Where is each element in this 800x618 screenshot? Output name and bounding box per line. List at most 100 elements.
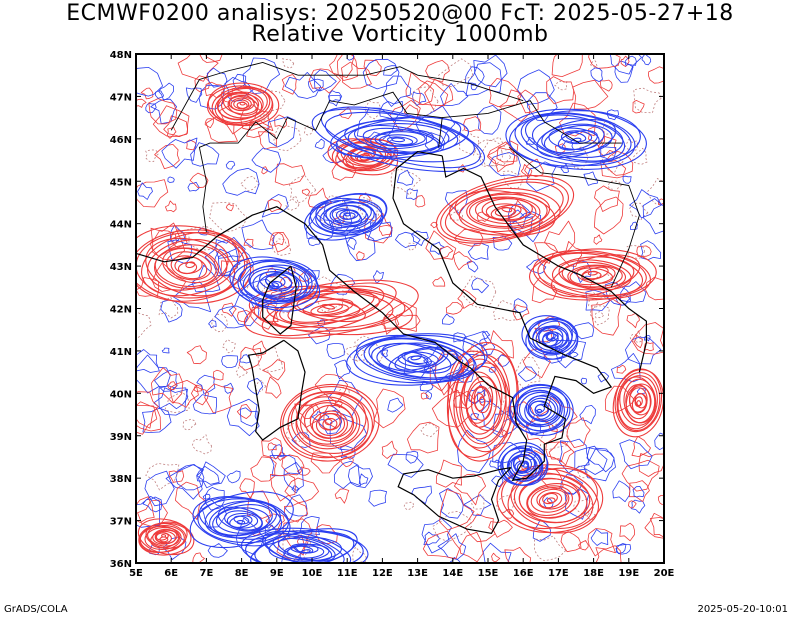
contour-line xyxy=(197,498,290,544)
footer-timestamp: 2025-05-20-10:01 xyxy=(697,604,788,615)
contour-line xyxy=(137,518,195,556)
contour-line xyxy=(543,252,644,296)
contour-line xyxy=(594,311,605,319)
contour-line xyxy=(245,530,364,563)
contour-line xyxy=(595,545,622,563)
contour-line xyxy=(542,331,564,348)
contour-line xyxy=(513,298,528,313)
contour-line xyxy=(313,69,337,92)
contour-line xyxy=(423,345,464,384)
contour-line xyxy=(168,470,185,483)
contour-line xyxy=(273,125,302,152)
contour-line xyxy=(512,304,530,321)
contour-line xyxy=(459,127,480,156)
contour-line xyxy=(249,268,303,300)
contour-line xyxy=(629,385,652,416)
contour-line xyxy=(299,516,320,535)
coastline xyxy=(136,231,225,263)
contour-line xyxy=(241,219,275,250)
contour-line xyxy=(136,401,161,432)
contour-line xyxy=(186,139,197,151)
contour-line xyxy=(589,60,598,68)
contour-line xyxy=(600,79,613,92)
contour-line xyxy=(341,61,372,89)
negative-vorticity-area xyxy=(505,108,647,170)
contour-line xyxy=(604,385,636,414)
contour-line xyxy=(394,314,421,330)
contour-line xyxy=(208,319,217,329)
x-tick-label: 14E xyxy=(442,568,463,579)
contour-line xyxy=(170,255,208,280)
contour-line xyxy=(174,256,203,274)
y-tick-label: 42N xyxy=(110,305,132,316)
contour-line xyxy=(534,535,567,562)
contour-line xyxy=(423,531,440,545)
contour-line xyxy=(278,537,333,561)
contour-line xyxy=(167,381,177,391)
contour-line xyxy=(189,491,294,549)
contour-line xyxy=(381,440,398,459)
contour-line xyxy=(371,342,463,379)
contour-line xyxy=(344,119,459,155)
contour-line xyxy=(261,194,289,218)
contour-line xyxy=(440,83,469,106)
y-tick-label: 39N xyxy=(110,432,132,443)
contour-line xyxy=(526,258,547,275)
contour-line xyxy=(509,110,641,167)
contour-line xyxy=(415,195,426,208)
contour-line xyxy=(136,179,169,208)
contour-line xyxy=(347,123,450,154)
positive-vorticity-area xyxy=(206,82,280,127)
contour-line xyxy=(313,276,344,313)
contour-line xyxy=(648,66,664,84)
contour-line xyxy=(397,169,414,186)
positive-vorticity-area xyxy=(528,248,657,301)
contour-line xyxy=(254,530,355,563)
contour-line xyxy=(407,355,429,365)
contour-line xyxy=(141,231,240,297)
contour-line xyxy=(204,238,238,277)
contour-line xyxy=(532,320,574,353)
contour-line xyxy=(136,349,160,373)
x-tick-label: 6E xyxy=(164,568,178,579)
contour-line xyxy=(530,487,570,513)
contour-line xyxy=(589,305,610,326)
contour-line xyxy=(158,82,174,101)
contour-line xyxy=(636,245,652,257)
contour-line xyxy=(378,225,393,236)
contour-line xyxy=(532,249,651,300)
contour-line xyxy=(561,261,627,289)
contour-line xyxy=(380,349,389,358)
contour-line xyxy=(629,189,662,219)
contour-line xyxy=(544,220,576,254)
contour-line xyxy=(362,58,400,90)
contour-line xyxy=(538,315,561,332)
contour-line xyxy=(136,310,152,340)
contour-line xyxy=(578,540,589,551)
x-tick-label: 7E xyxy=(200,568,214,579)
contour-line xyxy=(334,359,351,380)
contour-line xyxy=(229,515,253,528)
contour-line xyxy=(362,127,439,153)
contour-line xyxy=(508,384,569,434)
contour-line xyxy=(654,432,664,451)
contour-line xyxy=(630,221,638,230)
contour-line xyxy=(491,552,501,562)
contour-line xyxy=(629,202,649,221)
x-tick-label: 20E xyxy=(654,568,675,579)
contour-line xyxy=(505,108,647,170)
contour-line xyxy=(626,245,645,260)
contour-line xyxy=(643,342,654,352)
contour-line xyxy=(458,164,467,173)
contour-line xyxy=(237,309,251,323)
contour-line xyxy=(491,475,504,487)
contour-line xyxy=(422,530,460,560)
contour-line xyxy=(334,488,350,504)
contour-line xyxy=(173,281,211,313)
contour-line xyxy=(246,378,263,396)
contour-line xyxy=(229,256,321,312)
contour-line xyxy=(209,202,248,233)
contour-line xyxy=(520,113,632,163)
contour-line xyxy=(363,59,382,77)
contour-line xyxy=(494,207,517,217)
